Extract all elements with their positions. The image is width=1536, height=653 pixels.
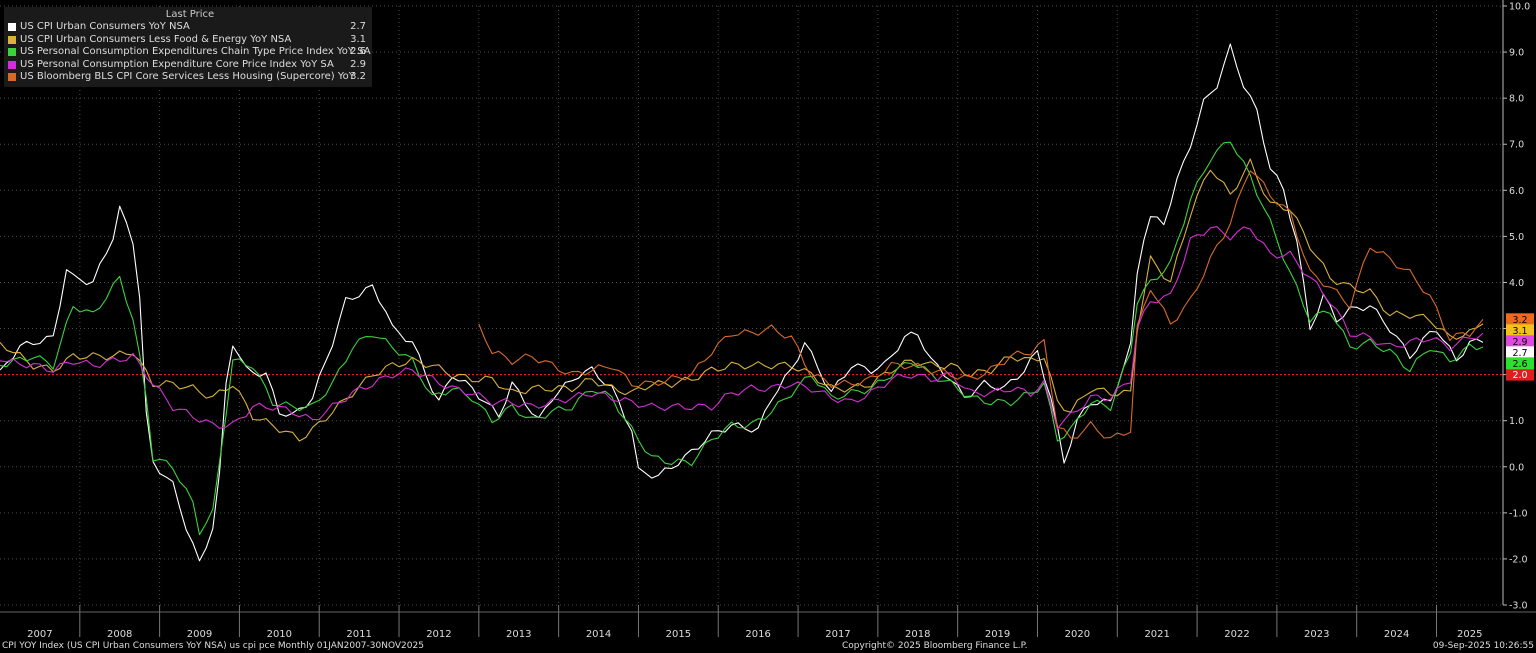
legend-item-value: 2.7 [350,21,366,33]
y-tick-label: 7.0 [1509,140,1524,151]
legend-swatch [8,60,16,69]
legend-swatch [8,23,16,32]
legend: Last Price US CPI Urban Consumers YoY NS… [4,7,372,87]
x-tick-label: 2008 [107,629,132,640]
x-tick-label: 2010 [267,629,292,640]
legend-item-name: US CPI Urban Consumers Less Food & Energ… [20,33,292,45]
y-tick-label: 0.0 [1509,462,1524,473]
legend-item-value: 3.2 [350,70,366,82]
last-value-box [1506,313,1534,326]
y-tick-label: 10.0 [1509,2,1530,13]
x-tick-label: 2015 [666,629,691,640]
y-tick-label: -1.0 [1509,508,1528,519]
last-value-box [1506,324,1534,337]
y-tick-label: 5.0 [1509,232,1524,243]
y-tick-label: 6.0 [1509,186,1524,197]
legend-item-core-cpi: US CPI Urban Consumers Less Food & Energ… [4,34,372,46]
y-tick-label: 4.0 [1509,278,1524,289]
last-value-box [1506,357,1534,370]
legend-item-value: 3.1 [350,33,366,45]
legend-item-name: US Bloomberg BLS CPI Core Services Less … [20,70,355,82]
reference-line-label: 2.0 [1512,370,1527,381]
x-tick-label: 2017 [825,629,850,640]
series-line-cpi [0,43,1484,562]
x-tick-label: 2012 [426,629,451,640]
x-tick-label: 2022 [1224,629,1249,640]
last-value-label: 2.6 [1512,359,1527,370]
footer-copyright: Copyright© 2025 Bloomberg Finance L.P. [842,641,1028,651]
x-tick-label: 2011 [346,629,371,640]
last-value-label: 3.2 [1512,315,1527,326]
series-line-supercore [478,170,1484,439]
legend-swatch [8,72,16,81]
reference-line-label-box [1506,368,1534,381]
y-tick-label: 8.0 [1509,94,1524,105]
legend-item-cpi: US CPI Urban Consumers YoY NSA 2.7 [4,21,372,33]
x-tick-labels: 2007 2008 2009 2010 2011 2012 2013 2014 2015 2016… [27,629,1482,640]
series-line-core-cpi [0,158,1484,442]
x-tick-label: 2025 [1457,629,1482,640]
x-tick-label: 2016 [745,629,770,640]
y-tick-label: 1.0 [1509,416,1524,427]
legend-item-name: US CPI Urban Consumers YoY NSA [20,21,190,33]
last-value-box [1506,346,1534,359]
last-value-label: 2.7 [1512,348,1527,359]
x-tick-label: 2007 [27,629,52,640]
x-tick-label: 2019 [985,629,1010,640]
x-tick-label: 2013 [506,629,531,640]
footer-description: CPI YOY Index (US CPI Urban Consumers Yo… [2,641,424,651]
y-tick-label: -2.0 [1509,554,1528,565]
last-value-box [1506,335,1534,348]
x-tick-label: 2009 [187,629,212,640]
axes [0,0,1536,637]
legend-item-pce: US Personal Consumption Expenditures Cha… [4,46,372,58]
x-tick-label: 2023 [1304,629,1329,640]
last-value-label: 2.9 [1512,337,1527,348]
x-tick-label: 2024 [1384,629,1409,640]
legend-item-core-pce: US Personal Consumption Expenditure Core… [4,59,372,71]
x-tick-label: 2020 [1065,629,1090,640]
legend-swatch [8,48,16,57]
legend-swatch [8,35,16,44]
last-value-labels: 2.0 3.23.12.92.72.6 [1506,313,1534,381]
series-line-core-pce [0,226,1484,430]
y-tick-label: 9.0 [1509,48,1524,59]
x-tick-label: 2021 [1144,629,1169,640]
footer-timestamp: 09-Sep-2025 10:26:55 [1432,641,1534,651]
series-line-pce [0,141,1484,536]
legend-item-name: US Personal Consumption Expenditure Core… [20,58,334,70]
y-tick-label: -3.0 [1509,601,1528,612]
x-tick-label: 2014 [586,629,611,640]
series-layer [0,43,1484,562]
last-value-label: 3.1 [1512,326,1527,337]
legend-item-supercore: US Bloomberg BLS CPI Core Services Less … [4,71,372,83]
legend-item-value: 2.9 [350,58,366,70]
x-tick-label: 2018 [905,629,930,640]
legend-header: Last Price [165,9,215,20]
legend-item-value: 2.6 [350,46,366,58]
legend-item-name: US Personal Consumption Expenditures Cha… [20,46,371,58]
